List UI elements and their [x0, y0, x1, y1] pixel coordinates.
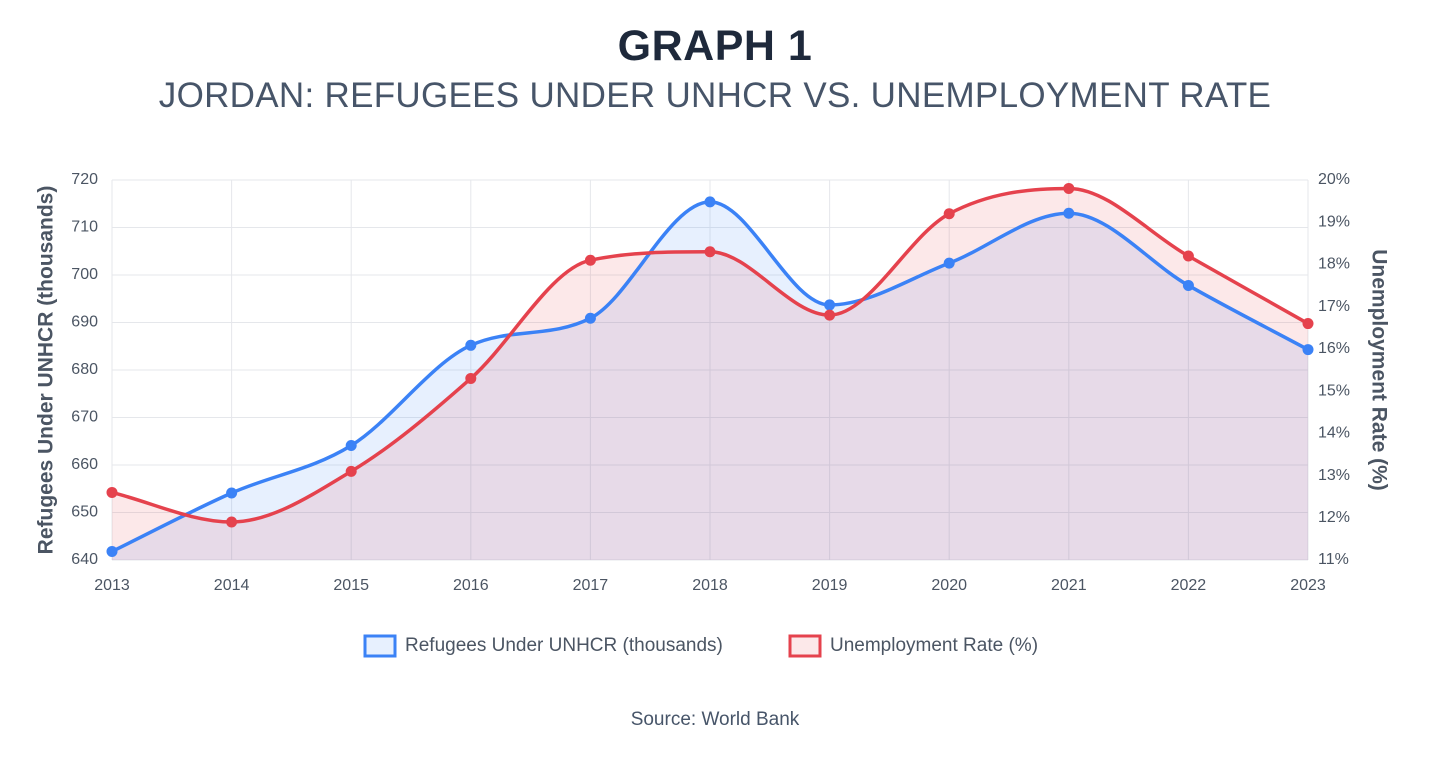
y-left-tick-label: 670	[71, 409, 98, 426]
x-tick-label: 2022	[1171, 577, 1207, 594]
unemployment-point	[584, 254, 596, 266]
unemployment-points	[106, 182, 1314, 528]
refugees-point	[1063, 207, 1075, 219]
y-right-tick-label: 20%	[1318, 171, 1350, 188]
legend-item-unemployment-label: Unemployment Rate (%)	[830, 635, 1038, 656]
x-tick-label: 2018	[692, 577, 728, 594]
y-left-tick-label: 710	[71, 219, 98, 236]
unemployment-point	[824, 309, 836, 321]
y-right-tick-label: 13%	[1318, 467, 1350, 484]
unemployment-point	[704, 246, 716, 258]
x-tick-label: 2013	[94, 577, 130, 594]
unemployment-point	[1182, 250, 1194, 262]
x-tick-label: 2019	[812, 577, 848, 594]
legend-item-refugees-swatch	[363, 634, 397, 658]
unemployment-area	[112, 188, 1308, 560]
y-right-tick-label: 11%	[1318, 551, 1349, 568]
y-left-tick-label: 690	[71, 314, 98, 331]
refugees-point	[465, 339, 477, 351]
y-left-tick-label: 640	[71, 551, 98, 568]
x-tick-label: 2014	[214, 577, 250, 594]
legend-item-refugees-label: Refugees Under UNHCR (thousands)	[405, 635, 723, 656]
unemployment-point	[465, 372, 477, 384]
source-note: Source: World Bank	[630, 709, 800, 730]
refugees-point	[943, 257, 955, 269]
chart-title: GRAPH 1	[617, 22, 813, 70]
y-left-tick-label: 650	[71, 504, 98, 521]
x-tick-label: 2021	[1051, 577, 1087, 594]
unemployment-point	[226, 516, 238, 528]
y-left-tick-label: 680	[71, 361, 98, 378]
y-right-tick-label: 17%	[1318, 298, 1350, 315]
legend-item-unemployment-swatch	[788, 634, 822, 658]
unemployment-point	[1302, 318, 1314, 330]
refugees-point	[584, 312, 596, 324]
refugees-point	[345, 440, 357, 452]
x-tick-label: 2023	[1290, 577, 1326, 594]
unemployment-point	[943, 208, 955, 220]
y-right-tick-label: 14%	[1318, 425, 1350, 442]
x-tick-label: 2016	[453, 577, 489, 594]
unemployment-point	[1063, 182, 1075, 194]
x-tick-label: 2020	[931, 577, 967, 594]
chart-subtitle: JORDAN: REFUGEES UNDER UNHCR VS. UNEMPLO…	[158, 76, 1272, 115]
refugees-point	[704, 196, 716, 208]
unemployment-point	[345, 465, 357, 477]
y-right-tick-label: 18%	[1318, 256, 1350, 273]
y-right-axis-title: Unemployment Rate (%)	[1367, 249, 1390, 491]
refugees-point	[824, 299, 836, 311]
legend: Refugees Under UNHCR (thousands) Unemploy…	[363, 634, 1038, 658]
unemployment-point	[106, 486, 118, 498]
y-right-tick-label: 16%	[1318, 340, 1350, 357]
refugees-point	[1182, 279, 1194, 291]
y-right-tick-label: 15%	[1318, 382, 1350, 399]
refugees-points	[106, 196, 1314, 557]
y-left-axis-title: Refugees Under UNHCR (thousands)	[35, 186, 58, 555]
x-tick-label: 2015	[333, 577, 369, 594]
x-tick-label: 2017	[573, 577, 609, 594]
refugees-point	[1302, 344, 1314, 356]
refugees-area	[112, 201, 1308, 560]
refugees-point	[106, 545, 118, 557]
y-left-tick-label: 720	[71, 171, 98, 188]
y-right-tick-label: 19%	[1318, 213, 1350, 230]
refugees-point	[226, 487, 238, 499]
y-left-tick-label: 700	[71, 266, 98, 283]
y-right-tick-label: 12%	[1318, 509, 1350, 526]
y-left-tick-label: 660	[71, 456, 98, 473]
